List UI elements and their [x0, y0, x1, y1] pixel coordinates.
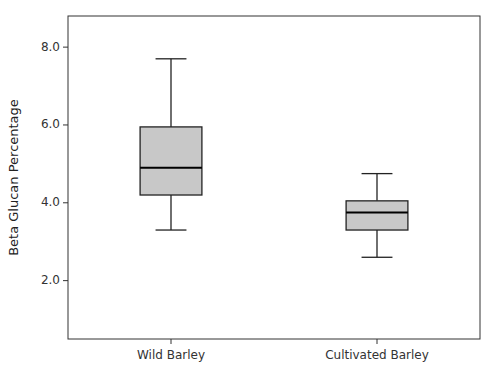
box: [346, 201, 408, 230]
whisker-high: [376, 174, 377, 201]
y-tick: [63, 124, 68, 125]
y-tick: [63, 47, 68, 48]
y-tick: [63, 280, 68, 281]
y-tick-label: 2.0: [41, 273, 60, 287]
cap-low: [156, 229, 187, 230]
y-tick-label: 4.0: [41, 195, 60, 209]
x-tick: [377, 339, 378, 344]
box: [140, 127, 202, 195]
x-tick-label: Cultivated Barley: [325, 348, 429, 362]
median: [346, 211, 408, 213]
chart: 2.0 4.0 6.0 8.0 Wild Barley Cultivated Barley…: [0, 0, 500, 383]
y-axis-label: Beta Glucan Percentage: [6, 99, 21, 256]
cap-low: [362, 257, 393, 258]
plot-frame: [68, 16, 480, 339]
y-tick-label: 6.0: [41, 117, 60, 131]
cap-high: [156, 58, 187, 59]
whisker-low: [376, 230, 377, 257]
whisker-low: [170, 195, 171, 230]
cap-high: [362, 173, 393, 174]
median: [140, 167, 202, 169]
plot-area: [140, 59, 408, 257]
x-tick-label: Wild Barley: [137, 348, 205, 362]
whisker-high: [170, 59, 171, 127]
x-tick: [171, 339, 172, 344]
y-tick-label: 8.0: [41, 40, 60, 54]
y-tick: [63, 202, 68, 203]
